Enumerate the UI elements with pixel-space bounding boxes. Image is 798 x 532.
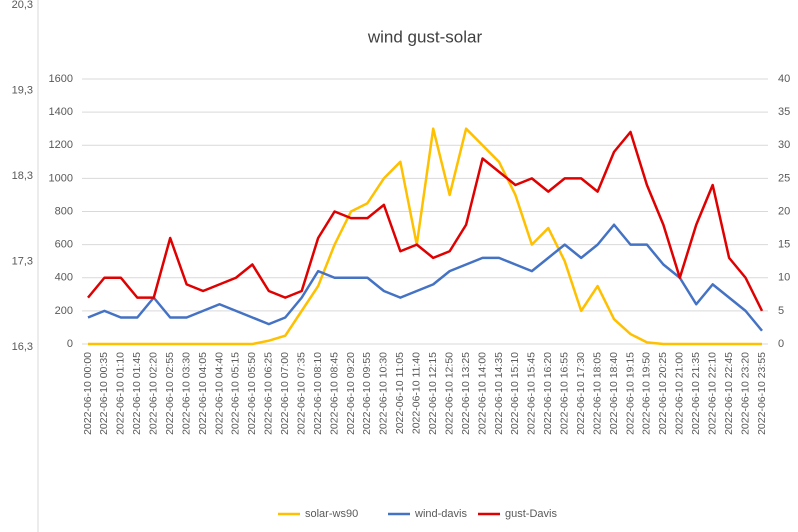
x-tick-label: 2022-06-10 22:45 (723, 352, 735, 435)
y-tick-label: 19,3 (12, 84, 33, 96)
x-tick-label: 2022-06-10 00:35 (98, 352, 110, 435)
x-tick-label: 2022-06-10 21:00 (674, 352, 686, 435)
x-tick-label: 2022-06-10 07:35 (295, 352, 307, 435)
x-tick-label: 2022-06-10 23:20 (739, 352, 751, 435)
x-tick-label: 2022-06-10 10:30 (378, 352, 390, 435)
x-tick-label: 2022-06-10 17:30 (575, 352, 587, 435)
y2-tick-label: 0 (778, 338, 784, 350)
x-tick-label: 2022-06-10 05:50 (246, 352, 258, 435)
x-tick-label: 2022-06-10 14:35 (493, 352, 505, 435)
x-tick-label: 2022-06-10 12:15 (427, 352, 439, 435)
x-tick-label: 2022-06-10 18:05 (591, 352, 603, 435)
y2-tick-label: 40 (778, 73, 790, 85)
y2-tick-label: 20 (778, 205, 790, 217)
y-tick-label: 1400 (49, 106, 73, 118)
x-tick-label: 2022-06-10 15:10 (509, 352, 521, 435)
y-tick-label: 1200 (49, 139, 73, 151)
series-line (87, 130, 764, 312)
x-tick-label: 2022-06-10 02:55 (164, 352, 176, 435)
y-tick-label: 800 (55, 205, 73, 217)
y-tick-label: 1600 (49, 73, 73, 85)
x-tick-label: 2022-06-10 11:05 (394, 352, 406, 434)
x-tick-label: 2022-06-10 02:20 (148, 352, 160, 435)
x-tick-label: 2022-06-10 16:20 (542, 352, 554, 435)
x-tick-label: 2022-06-10 03:30 (180, 352, 192, 435)
x-tick-label: 2022-06-10 06:25 (263, 352, 275, 435)
series-line (88, 127, 762, 346)
y2-tick-label: 30 (778, 139, 790, 151)
y2-tick-label: 10 (778, 272, 790, 284)
x-tick-label: 2022-06-10 14:00 (476, 352, 488, 435)
x-tick-label: 2022-06-10 12:50 (443, 352, 455, 435)
x-tick-label: 2022-06-10 23:55 (756, 352, 768, 435)
y2-tick-label: 15 (778, 239, 790, 251)
y-tick-label: 0 (67, 338, 73, 350)
x-tick-label: 2022-06-10 01:45 (131, 352, 143, 435)
x-tick-label: 2022-06-10 08:45 (328, 352, 340, 435)
chart-title: wind gust-solar (367, 27, 483, 46)
x-tick-label: 2022-06-10 13:25 (460, 352, 472, 435)
y-tick-label: 18,3 (12, 170, 33, 182)
x-tick-label: 2022-06-10 01:10 (115, 352, 127, 435)
x-tick-label: 2022-06-10 00:00 (82, 352, 94, 435)
x-tick-label: 2022-06-10 19:15 (624, 352, 636, 435)
x-tick-label: 2022-06-10 04:05 (197, 352, 209, 435)
x-tick-label: 2022-06-10 19:50 (641, 352, 653, 435)
x-tick-label: 2022-06-10 11:40 (411, 352, 423, 434)
y-tick-label: 400 (55, 272, 73, 284)
y-tick-label: 600 (55, 239, 73, 251)
y-tick-label: 16,3 (12, 341, 33, 353)
x-tick-label: 2022-06-10 09:20 (345, 352, 357, 435)
x-tick-label: 2022-06-10 15:45 (526, 352, 538, 435)
x-tick-label: 2022-06-10 22:10 (706, 352, 718, 435)
series-line (87, 223, 763, 332)
y2-tick-label: 5 (778, 305, 784, 317)
y-tick-label: 200 (55, 305, 73, 317)
x-tick-label: 2022-06-10 08:10 (312, 352, 324, 435)
legend-label: gust-Davis (505, 508, 557, 520)
x-tick-label: 2022-06-10 16:55 (559, 352, 571, 435)
y-tick-label: 20,3 (12, 0, 33, 11)
x-tick-label: 2022-06-10 09:55 (361, 352, 373, 435)
y2-tick-label: 35 (778, 106, 790, 118)
x-tick-label: 2022-06-10 04:40 (213, 352, 225, 435)
y-tick-label: 17,3 (12, 255, 33, 267)
x-tick-label: 2022-06-10 20:25 (657, 352, 669, 435)
y2-tick-label: 25 (778, 172, 790, 184)
x-tick-label: 2022-06-10 07:00 (279, 352, 291, 435)
x-tick-label: 2022-06-10 21:35 (690, 352, 702, 435)
legend-label: wind-davis (414, 508, 467, 520)
x-tick-label: 2022-06-10 18:40 (608, 352, 620, 435)
y-tick-label: 1000 (49, 172, 73, 184)
legend-label: solar-ws90 (305, 508, 358, 520)
x-tick-label: 2022-06-10 05:15 (230, 352, 242, 435)
